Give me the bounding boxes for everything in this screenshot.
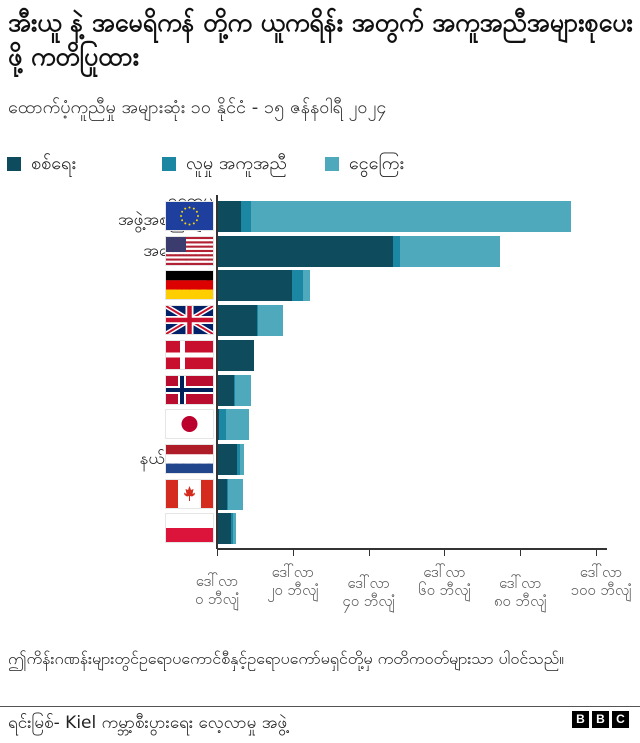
bar-segment-humanitarian [227, 478, 229, 510]
stacked-bar [218, 478, 244, 510]
source-text: ရင်းမြစ်- Kiel ကမ္ဘာ့စီးပွားရေး လေ့လာမှု… [8, 713, 288, 733]
stacked-bar [218, 443, 244, 475]
legend-label: စစ်ရေး [31, 152, 76, 174]
bar-segment-financial [225, 409, 250, 441]
bar-row-poland: ပိုလန် [0, 513, 640, 545]
footnote: ဤကိန်းဂဏန်းများတွင်ဥရောပကောင်စီနှင့်ဥရော… [8, 649, 565, 668]
legend-item-financial: ငွေကြေး [324, 151, 404, 178]
footer-divider [0, 706, 640, 707]
x-tick [444, 550, 446, 556]
x-tick-label: ဒေါ်လာ ၁၀၀ ဘီလျံ [570, 563, 632, 599]
chart-subtitle: ထောက်ပံ့ကူညီမှု အများဆုံး ၁၀ နိုင်ငံ - ၁… [8, 97, 387, 118]
bbc-logo-block: B [592, 711, 609, 728]
legend-item-humanitarian: လူမှု အကူအညီ [161, 151, 287, 178]
bar-row-denmark: ဒိန်းမတ် [0, 339, 640, 371]
stacked-bar [218, 270, 310, 302]
x-tick-label: ဒေါ်လာ ၀ ဘီလျံ [194, 572, 240, 608]
bar-segment-humanitarian [219, 409, 226, 441]
stacked-bar [218, 409, 250, 441]
bar-row-netherlands: နယ်သာလန် [0, 443, 640, 475]
bar-segment-financial [234, 374, 251, 406]
x-tick-label: ဒေါ်လာ ၆၀ ဘီလျံ [418, 563, 471, 599]
bar-segment-financial [232, 513, 236, 545]
x-tick [292, 550, 294, 556]
bar-segment-humanitarian [241, 201, 251, 232]
bar-segment-military [218, 478, 228, 510]
bar-segment-financial [302, 270, 310, 302]
bar-segment-humanitarian [230, 513, 233, 545]
x-tick [368, 550, 370, 556]
x-axis-line [217, 548, 607, 550]
poland-flag-icon [166, 514, 213, 543]
bar-segment-military [218, 339, 254, 371]
bar-segment-humanitarian [236, 443, 240, 475]
legend-swatch-financial [324, 157, 339, 171]
norway-flag-icon [166, 375, 213, 404]
bar-segment-financial [400, 235, 501, 267]
denmark-flag-icon [166, 340, 213, 369]
bar-segment-financial [258, 305, 284, 337]
bar-row-eu: ဥရောပ အဖွဲ့အစည်းများ [0, 192, 640, 232]
bar-row-japan: ဂျပန် [0, 409, 640, 441]
bar-row-uk: ယူကေ [0, 305, 640, 337]
x-tick [217, 550, 218, 556]
bar-segment-military [218, 513, 231, 545]
chart-title: အီးယူ နဲ့ အမေရိကန် တို့က ယူကရိန်း အတွက် … [8, 8, 633, 71]
bar-segment-military [218, 305, 258, 337]
bar-row-germany: ဂျာမနီ [0, 270, 640, 302]
bar-row-usa: အမေရိကန် [0, 235, 640, 267]
germany-flag-icon [166, 271, 213, 300]
bar-segment-humanitarian [291, 270, 303, 302]
stacked-bar [218, 374, 251, 406]
bar-segment-humanitarian [257, 305, 259, 337]
bar-segment-military [218, 409, 220, 441]
bbc-logo-block: C [612, 711, 629, 728]
legend-item-military: စစ်ရေး [7, 151, 76, 178]
usa-flag-icon [166, 236, 213, 265]
eu-flag-icon [166, 202, 213, 230]
bar-segment-financial [228, 478, 244, 510]
bar-segment-military [218, 374, 234, 406]
bbc-logo-block: B [572, 711, 589, 728]
bar-segment-military [218, 201, 242, 232]
bar-segment-military [218, 235, 394, 267]
stacked-bar [218, 513, 236, 545]
netherlands-flag-icon [166, 444, 213, 473]
bar-segment-military [218, 270, 292, 302]
x-tick [520, 550, 522, 556]
x-tick-label: ဒေါ်လာ ၈၀ ဘီလျံ [493, 574, 547, 610]
stacked-bar [218, 305, 284, 337]
canada-flag-icon [166, 479, 213, 508]
legend-swatch-military [7, 157, 21, 171]
japan-flag-icon [166, 410, 213, 439]
bar-segment-financial [250, 201, 571, 232]
bar-segment-humanitarian [233, 374, 235, 406]
legend-label: လူမှု အကူအညီ [185, 152, 287, 174]
stacked-bar [218, 339, 254, 371]
x-tick-label: ဒေါ်လာ ၄၀ ဘီလျံ [342, 574, 395, 610]
bbc-logo: B B C [572, 711, 629, 728]
x-tick [596, 550, 597, 556]
legend: စစ်ရေး လူမှု အကူအညီ ငွေကြေး [7, 150, 442, 178]
y-axis-line [216, 195, 218, 549]
uk-flag-icon [166, 306, 213, 335]
legend-label: ငွေကြေး [348, 152, 404, 174]
bar-segment-humanitarian [393, 235, 401, 267]
bar-segment-financial [239, 443, 244, 475]
legend-swatch-humanitarian [161, 157, 176, 171]
stacked-bar [218, 235, 501, 267]
stacked-bar [218, 201, 571, 232]
bar-segment-military [218, 443, 237, 475]
bar-row-norway: နော်ဝေ [0, 374, 640, 406]
x-tick-label: ဒေါ်လာ ၂၀ ဘီလျံ [267, 563, 319, 599]
bar-row-canada: ကနေဒါ [0, 478, 640, 510]
